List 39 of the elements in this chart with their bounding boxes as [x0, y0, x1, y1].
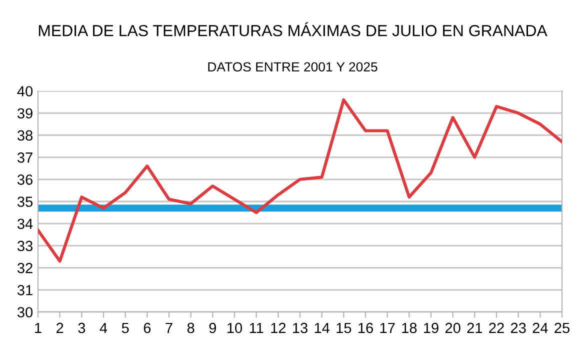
- y-tick-label: 37: [17, 152, 32, 163]
- x-tick-label: 19: [424, 322, 438, 334]
- y-tick-label: 31: [17, 285, 32, 296]
- x-tick-label: 10: [228, 322, 242, 334]
- y-tick-label: 34: [17, 218, 33, 230]
- x-tick-label: 3: [78, 322, 86, 334]
- x-tick-label: 20: [445, 322, 460, 334]
- x-tick-label: 25: [554, 322, 570, 334]
- x-tick-label: 21: [467, 322, 482, 333]
- x-tick-label: 14: [314, 322, 330, 333]
- chart-subtitle: DATOS ENTRE 2001 Y 2025: [208, 62, 378, 72]
- x-tick-label: 15: [336, 322, 352, 334]
- x-tick-label: 6: [144, 322, 151, 334]
- y-tick-label: 35: [17, 196, 33, 207]
- x-tick-label: 18: [402, 322, 417, 334]
- x-tick-label: 13: [293, 322, 308, 334]
- y-tick-label: 39: [17, 108, 32, 119]
- y-tick-label: 33: [17, 240, 32, 252]
- x-tick-label: 22: [489, 322, 504, 333]
- x-tick-label: 17: [380, 322, 395, 333]
- line-series: [38, 98, 562, 263]
- y-tick-label: 32: [17, 262, 32, 274]
- x-tick-label: 5: [122, 322, 129, 334]
- x-tick-label: 8: [187, 322, 194, 334]
- x-tick-label: 16: [358, 322, 373, 334]
- x-tick-label: 2: [56, 322, 64, 333]
- chart-title: MEDIA DE LAS TEMPERATURAS MÁXIMAS DE JULIO EN GRANADA: [38, 22, 548, 36]
- x-tick-label: 11: [250, 322, 264, 333]
- y-tick-label: 30: [17, 307, 33, 318]
- y-tick-label: 40: [17, 86, 33, 96]
- x-tick-label: 12: [271, 322, 286, 333]
- x-tick-label: 23: [510, 322, 526, 334]
- y-tick-label: 36: [17, 174, 32, 185]
- y-tick-label: 38: [17, 130, 33, 141]
- x-tick-label: 24: [532, 322, 548, 333]
- x-tick-label: 1: [35, 322, 42, 333]
- x-tick-label: 7: [166, 322, 172, 333]
- x-tick-label: 4: [100, 322, 108, 333]
- x-tick-label: 9: [209, 322, 216, 334]
